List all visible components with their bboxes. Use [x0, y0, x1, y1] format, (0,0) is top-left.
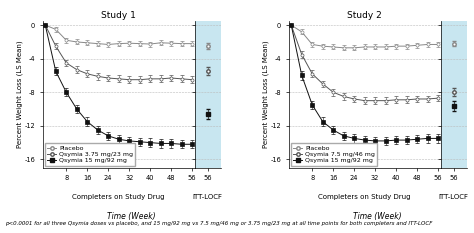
Text: Time (Week): Time (Week) — [353, 212, 401, 221]
Text: Completers on Study Drug: Completers on Study Drug — [73, 194, 165, 200]
Text: ITT-LOCF: ITT-LOCF — [193, 194, 223, 200]
Legend: Placebo, Qsymia 3.75 mg/23 mg, Qsymia 15 mg/92 mg: Placebo, Qsymia 3.75 mg/23 mg, Qsymia 15… — [45, 143, 136, 166]
Y-axis label: Percent Weight Loss (LS Mean): Percent Weight Loss (LS Mean) — [263, 41, 269, 148]
Title: Study 2: Study 2 — [347, 11, 382, 20]
Y-axis label: Percent Weight Loss (LS Mean): Percent Weight Loss (LS Mean) — [17, 41, 23, 148]
Text: p<0.0001 for all three Qsymia doses vs placebo, and 15 mg/92 mg vs 7.5 mg/46 mg : p<0.0001 for all three Qsymia doses vs p… — [5, 221, 432, 226]
Text: ITT-LOCF: ITT-LOCF — [439, 194, 469, 200]
Title: Study 1: Study 1 — [101, 11, 136, 20]
Legend: Placebo, Qsymia 7.5 mg/46 mg, Qsymia 15 mg/92 mg: Placebo, Qsymia 7.5 mg/46 mg, Qsymia 15 … — [291, 143, 377, 166]
Text: Time (Week): Time (Week) — [107, 212, 155, 221]
Text: Completers on Study Drug: Completers on Study Drug — [319, 194, 411, 200]
